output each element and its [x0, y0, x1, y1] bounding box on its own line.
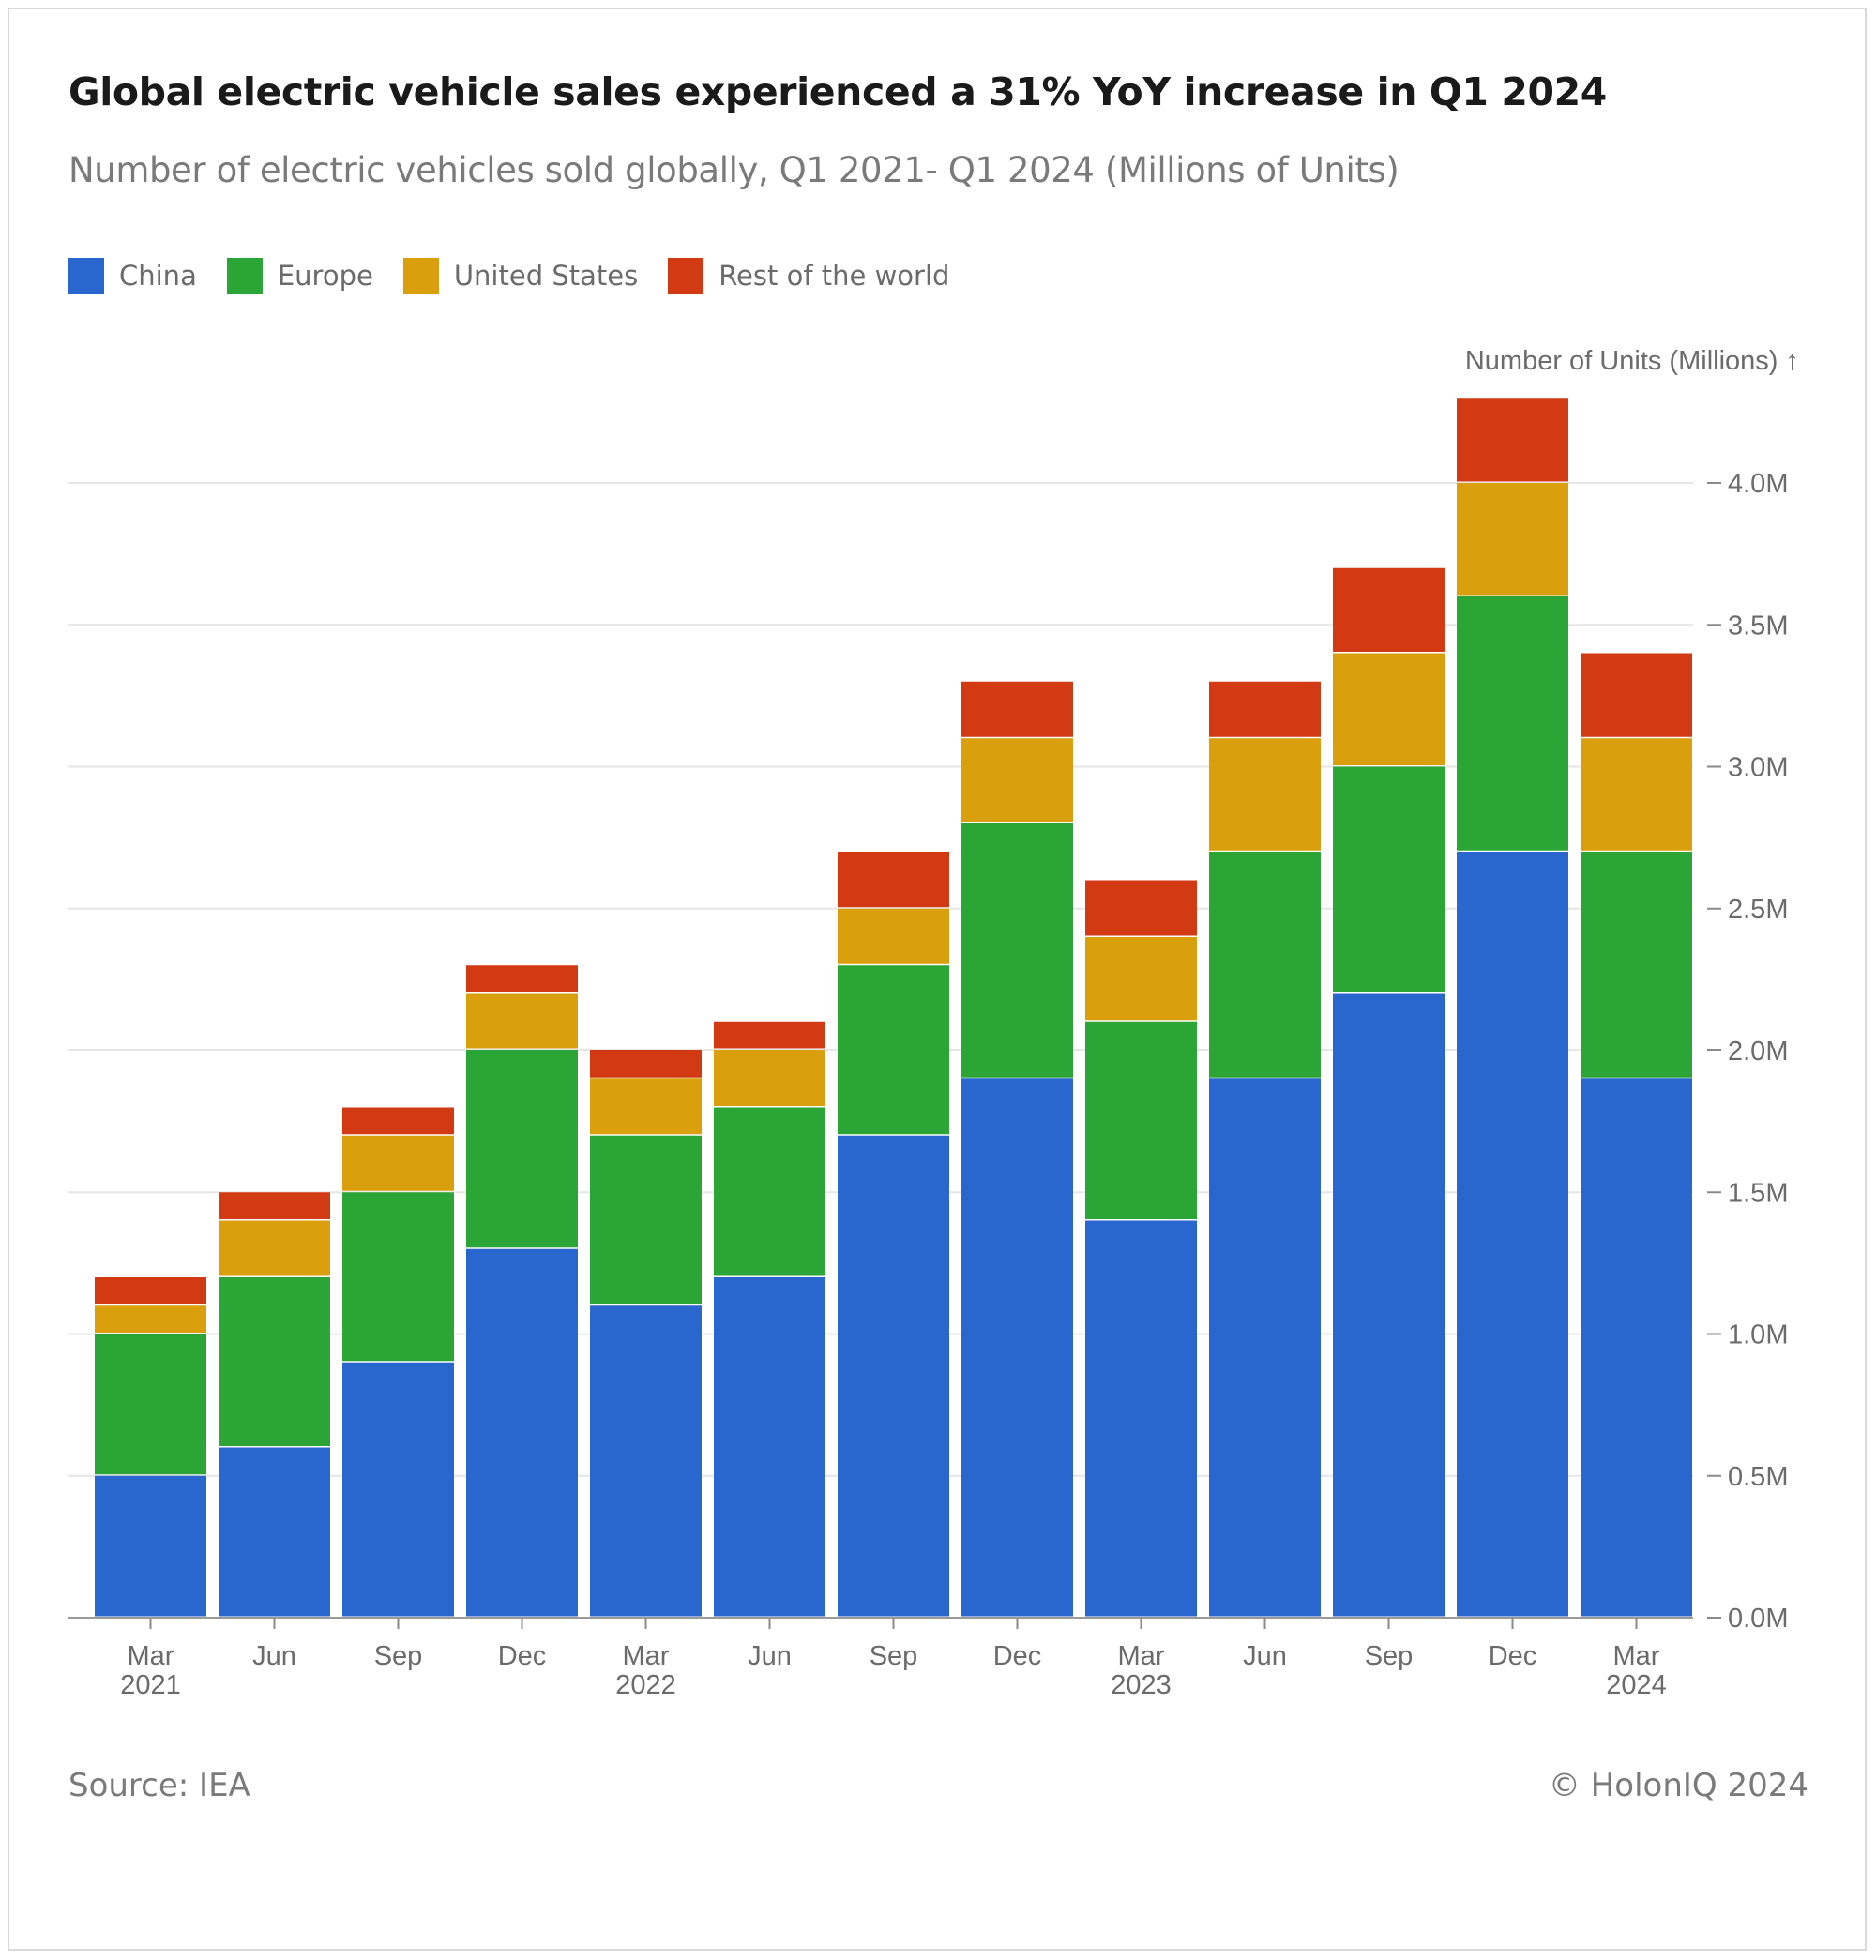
x-tick-label: 2021 — [120, 1670, 181, 1700]
y-tick-label: 0.0M — [1728, 1604, 1788, 1634]
bar-segment-united-states — [95, 1305, 206, 1333]
x-tick-label: Dec — [1489, 1641, 1537, 1671]
bar-segment-rest-of-the-world — [1085, 880, 1197, 936]
source-note: Source: IEA — [68, 1767, 250, 1804]
bar-segment-rest-of-the-world — [342, 1107, 454, 1135]
bar-segment-china — [1457, 852, 1568, 1617]
x-tick-label: 2024 — [1606, 1670, 1667, 1700]
bar-segment-china — [1085, 1220, 1197, 1617]
bar-segment-europe — [95, 1334, 206, 1475]
bar-segment-united-states — [1457, 483, 1568, 596]
bar-segment-united-states — [1209, 738, 1321, 851]
y-tick-label: 3.0M — [1728, 753, 1788, 783]
legend-swatch-rest-of-world — [668, 258, 704, 294]
bar-segment-united-states — [342, 1135, 454, 1191]
bar-segment-china — [714, 1277, 825, 1617]
bar-segment-united-states — [466, 993, 578, 1049]
bar-segment-europe — [590, 1135, 702, 1304]
x-tick-label: Dec — [993, 1641, 1042, 1671]
bar-segment-united-states — [838, 908, 949, 964]
chart-title: Global electric vehicle sales experience… — [68, 69, 1607, 114]
bar-segment-china — [590, 1305, 702, 1617]
x-tick-label: 2022 — [615, 1670, 676, 1700]
bar-segment-europe — [1581, 852, 1692, 1078]
bar-segment-europe — [219, 1277, 330, 1446]
x-tick-label: Mar — [1613, 1641, 1660, 1671]
bar-segment-rest-of-the-world — [1581, 653, 1692, 737]
bar-segment-rest-of-the-world — [95, 1277, 206, 1304]
y-axis-label: Number of Units (Millions) ↑ — [1465, 346, 1799, 376]
x-tick-label: 2023 — [1111, 1670, 1172, 1700]
bar-segment-europe — [342, 1192, 454, 1362]
legend-item-china[interactable]: China — [68, 258, 197, 294]
bar-segment-united-states — [714, 1050, 825, 1106]
bar-segment-united-states — [1333, 653, 1445, 765]
x-tick-label: Mar — [623, 1641, 670, 1671]
bar-segment-china — [342, 1362, 454, 1617]
legend-swatch-united-states — [402, 258, 439, 294]
legend-item-rest-of-world[interactable]: Rest of the world — [668, 258, 949, 294]
x-tick-label: Sep — [1365, 1641, 1414, 1671]
bar-segment-china — [961, 1078, 1073, 1617]
bar-segment-china — [219, 1447, 330, 1617]
bar-segment-rest-of-the-world — [838, 852, 949, 908]
bar-segment-rest-of-the-world — [1333, 567, 1445, 652]
y-tick-label: 3.5M — [1728, 611, 1788, 641]
bar-segment-rest-of-the-world — [466, 965, 578, 992]
x-tick-label: Jun — [748, 1641, 792, 1671]
legend-label-europe: Europe — [277, 260, 373, 292]
bar-segment-china — [95, 1475, 206, 1617]
y-tick-label: 2.0M — [1728, 1036, 1788, 1066]
x-tick-label: Sep — [870, 1641, 918, 1671]
x-tick-label: Jun — [252, 1641, 296, 1671]
bar-segment-europe — [838, 965, 949, 1135]
bar-segment-rest-of-the-world — [1457, 398, 1568, 482]
bar-segment-europe — [466, 1050, 578, 1248]
bar-segment-europe — [1457, 596, 1568, 851]
bar-segment-united-states — [1085, 937, 1197, 1021]
bar-segment-china — [1333, 993, 1445, 1617]
bar-segment-china — [838, 1135, 949, 1617]
legend-label-rest-of-world: Rest of the world — [719, 260, 950, 292]
bar-segment-europe — [961, 823, 1073, 1078]
chart-subtitle: Number of electric vehicles sold globall… — [68, 150, 1399, 190]
bar-segment-china — [466, 1248, 578, 1617]
bar-segment-united-states — [961, 738, 1073, 822]
legend-swatch-europe — [226, 258, 263, 294]
x-tick-label: Mar — [128, 1641, 174, 1671]
bar-segment-china — [1581, 1078, 1692, 1617]
x-tick-label: Dec — [498, 1641, 547, 1671]
legend-item-united-states[interactable]: United States — [402, 258, 639, 294]
bar-segment-rest-of-the-world — [1209, 681, 1321, 737]
y-tick-label: 2.5M — [1728, 895, 1788, 925]
bar-segment-europe — [1085, 1021, 1197, 1219]
bar-segment-rest-of-the-world — [219, 1192, 330, 1219]
bar-segment-europe — [1209, 852, 1321, 1078]
y-tick-label: 1.0M — [1728, 1320, 1788, 1350]
bar-segment-europe — [714, 1107, 825, 1276]
bar-segment-china — [1209, 1078, 1321, 1617]
legend: China Europe United States Rest of the w… — [68, 257, 949, 294]
x-tick-label: Mar — [1118, 1641, 1165, 1671]
bar-segment-rest-of-the-world — [590, 1050, 702, 1078]
legend-item-europe[interactable]: Europe — [226, 258, 373, 294]
bar-segment-united-states — [219, 1220, 330, 1276]
x-tick-label: Jun — [1243, 1641, 1287, 1671]
bar-segment-united-states — [1581, 738, 1692, 851]
copyright-note: © HolonIQ 2024 — [1548, 1767, 1808, 1804]
bar-segment-europe — [1333, 766, 1445, 992]
bar-segment-rest-of-the-world — [961, 681, 1073, 737]
y-tick-label: 1.5M — [1728, 1178, 1788, 1208]
legend-swatch-china — [68, 258, 104, 294]
x-tick-label: Sep — [374, 1641, 423, 1671]
y-tick-label: 0.5M — [1728, 1462, 1788, 1492]
legend-label-united-states: United States — [453, 260, 639, 292]
bar-segment-rest-of-the-world — [714, 1021, 825, 1049]
y-tick-label: 4.0M — [1728, 469, 1788, 499]
legend-label-china: China — [119, 260, 197, 292]
bar-segment-united-states — [590, 1078, 702, 1135]
